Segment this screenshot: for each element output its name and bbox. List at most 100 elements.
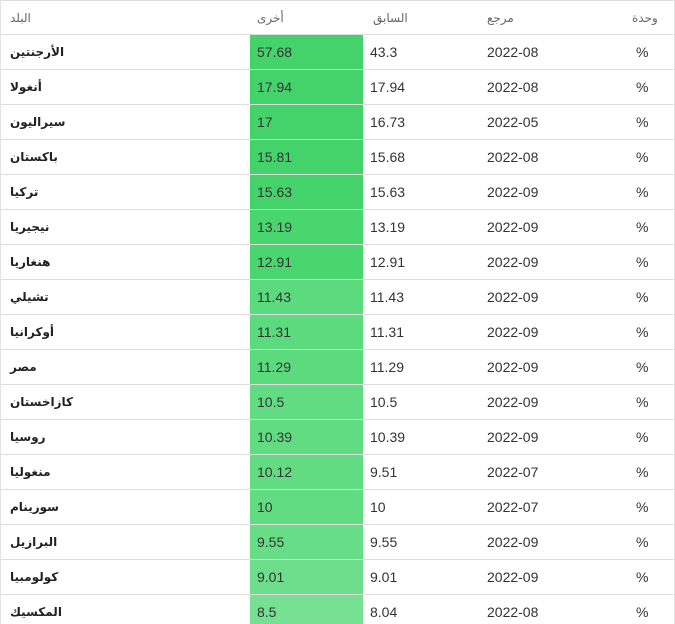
country-link[interactable]: روسيا [10, 430, 46, 444]
last-value-cell: 8.5 [250, 594, 363, 624]
country-cell: مصر [0, 349, 250, 385]
last-value-cell: 10 [250, 489, 363, 525]
last-value-cell: 17.94 [250, 69, 363, 105]
country-link[interactable]: الأرجنتين [10, 45, 65, 59]
unit-cell: % [624, 419, 675, 455]
previous-value-cell: 10.5 [363, 384, 480, 420]
unit-cell: % [624, 244, 675, 280]
reference-date-cell: 2022-09 [480, 349, 624, 385]
previous-value-cell: 43.3 [363, 34, 480, 70]
column-header-reference[interactable]: مرجع [480, 0, 624, 35]
table-row[interactable]: البرازيل 9.55 9.55 2022-09% [0, 524, 675, 560]
table-row[interactable]: المكسيك 8.5 8.04 2022-08% [0, 594, 675, 624]
last-value-cell: 11.43 [250, 279, 363, 315]
reference-date-cell: 2022-08 [480, 34, 624, 70]
table-row[interactable]: منغوليا 10.12 9.51 2022-07% [0, 454, 675, 490]
unit-cell: % [624, 454, 675, 490]
column-header-previous[interactable]: السابق [363, 0, 480, 35]
table-row[interactable]: أوكرانيا 11.31 11.31 2022-09% [0, 314, 675, 350]
reference-date-cell: 2022-09 [480, 384, 624, 420]
last-value-cell: 10.39 [250, 419, 363, 455]
last-value-cell: 57.68 [250, 34, 363, 70]
country-link[interactable]: هنغاريا [10, 255, 51, 269]
country-cell: تركيا [0, 174, 250, 210]
reference-date-cell: 2022-09 [480, 559, 624, 595]
table-row[interactable]: تركيا 15.63 15.63 2022-09% [0, 174, 675, 210]
last-value-cell: 10.5 [250, 384, 363, 420]
unit-cell: % [624, 524, 675, 560]
country-cell: البرازيل [0, 524, 250, 560]
previous-value-cell: 15.63 [363, 174, 480, 210]
table-row[interactable]: سورينام 10 10 2022-07% [0, 489, 675, 525]
unit-cell: % [624, 69, 675, 105]
country-link[interactable]: تركيا [10, 185, 39, 199]
previous-value-cell: 11.31 [363, 314, 480, 350]
country-link[interactable]: نيجيريا [10, 220, 50, 234]
last-value-cell: 13.19 [250, 209, 363, 245]
country-link[interactable]: كولومبيا [10, 570, 59, 584]
table-row[interactable]: الأرجنتين 57.68 43.3 2022-08% [0, 34, 675, 70]
table-row[interactable]: مصر 11.29 11.29 2022-09% [0, 349, 675, 385]
country-link[interactable]: مصر [10, 360, 37, 374]
last-value-cell: 17 [250, 104, 363, 140]
previous-value-cell: 10.39 [363, 419, 480, 455]
last-value-cell: 12.91 [250, 244, 363, 280]
previous-value-cell: 9.01 [363, 559, 480, 595]
table-row[interactable]: روسيا 10.39 10.39 2022-09% [0, 419, 675, 455]
reference-date-cell: 2022-09 [480, 314, 624, 350]
previous-value-cell: 16.73 [363, 104, 480, 140]
column-header-unit[interactable]: وحدة [624, 0, 675, 35]
country-cell: المكسيك [0, 595, 250, 624]
reference-date-cell: 2022-09 [480, 419, 624, 455]
country-link[interactable]: منغوليا [10, 465, 51, 479]
column-header-last[interactable]: أخرى [250, 0, 363, 35]
table-header: البلد أخرى السابق مرجع وحدة [0, 0, 675, 35]
unit-cell: % [624, 279, 675, 315]
reference-date-cell: 2022-09 [480, 174, 624, 210]
previous-value-cell: 9.51 [363, 454, 480, 490]
unit-cell: % [624, 104, 675, 140]
reference-date-cell: 2022-08 [480, 139, 624, 175]
table-row[interactable]: كازاخستان 10.5 10.5 2022-09% [0, 384, 675, 420]
country-cell: أنغولا [0, 69, 250, 105]
country-link[interactable]: تشيلي [10, 290, 49, 304]
reference-date-cell: 2022-09 [480, 279, 624, 315]
table-row[interactable]: أنغولا 17.94 17.94 2022-08% [0, 69, 675, 105]
reference-date-cell: 2022-09 [480, 524, 624, 560]
previous-value-cell: 13.19 [363, 209, 480, 245]
country-link[interactable]: باكستان [10, 150, 58, 164]
table-row[interactable]: سيراليون 17 16.73 2022-05% [0, 104, 675, 140]
table-body: الأرجنتين 57.68 43.3 2022-08% أنغولا 17.94 17.… [0, 34, 675, 624]
country-link[interactable]: المكسيك [10, 605, 62, 619]
last-value-cell: 10.12 [250, 454, 363, 490]
country-link[interactable]: أوكرانيا [10, 325, 55, 339]
country-cell: منغوليا [0, 454, 250, 490]
reference-date-cell: 2022-07 [480, 454, 624, 490]
reference-date-cell: 2022-07 [480, 489, 624, 525]
table-row[interactable]: كولومبيا 9.01 9.01 2022-09% [0, 559, 675, 595]
table-row[interactable]: باكستان 15.81 15.68 2022-08% [0, 139, 675, 175]
last-value-cell: 15.81 [250, 139, 363, 175]
country-cell: كازاخستان [0, 384, 250, 420]
country-link[interactable]: أنغولا [10, 80, 42, 94]
country-link[interactable]: سورينام [10, 500, 59, 514]
table-row[interactable]: تشيلي 11.43 11.43 2022-09% [0, 279, 675, 315]
unit-cell: % [636, 604, 649, 620]
previous-value-cell: 11.43 [363, 279, 480, 315]
country-link[interactable]: كازاخستان [10, 395, 74, 409]
reference-date-cell: 2022-05 [480, 104, 624, 140]
reference-date-cell: 2022-09 [480, 209, 624, 245]
column-header-country[interactable]: البلد [0, 0, 250, 35]
country-link[interactable]: البرازيل [10, 535, 58, 549]
table-row[interactable]: هنغاريا 12.91 12.91 2022-09% [0, 244, 675, 280]
previous-value-cell: 17.94 [363, 69, 480, 105]
country-link[interactable]: سيراليون [10, 115, 66, 129]
unit-cell: % [624, 384, 675, 420]
unit-cell: % [624, 139, 675, 175]
country-cell: تشيلي [0, 279, 250, 315]
table-row[interactable]: نيجيريا 13.19 13.19 2022-09% [0, 209, 675, 245]
unit-cell: % [624, 559, 675, 595]
previous-value-cell: 10 [363, 489, 480, 525]
unit-cell: % [624, 209, 675, 245]
